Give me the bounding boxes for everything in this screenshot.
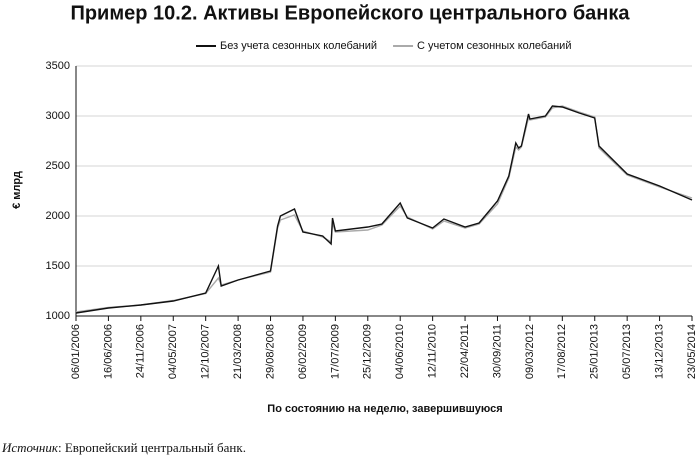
x-tick-label: 13/12/2013 <box>653 324 665 379</box>
x-tick-label: 05/07/2013 <box>621 324 633 379</box>
y-tick-label: 3000 <box>46 110 70 122</box>
y-tick-label: 3500 <box>46 60 70 72</box>
x-tick-label: 25/01/2013 <box>589 324 601 379</box>
source-label: Источник <box>1 440 59 455</box>
y-axis-label: € млрд <box>11 171 23 209</box>
x-tick-label: 16/06/2006 <box>102 324 114 379</box>
source-note: Источник: Европейский центральный банк. <box>1 440 246 455</box>
x-tick-label: 21/03/2008 <box>232 324 244 379</box>
x-tick-label: 17/08/2012 <box>556 324 568 379</box>
x-tick-label: 12/11/2010 <box>427 324 439 378</box>
x-tick-label: 06/01/2006 <box>70 324 82 379</box>
y-tick-label: 2500 <box>46 160 70 172</box>
y-tick-label: 1000 <box>46 310 70 322</box>
x-axis-label: По состоянию на неделю, завершившуюся <box>267 403 502 415</box>
x-tick-label: 29/08/2008 <box>264 324 276 379</box>
x-tick-label: 30/09/2011 <box>491 324 503 378</box>
x-tick-label: 09/03/2012 <box>524 324 536 379</box>
x-tick-label: 06/02/2009 <box>297 324 309 379</box>
data-line <box>75 105 693 313</box>
x-tick-label: 17/07/2009 <box>329 324 341 379</box>
data-line <box>75 105 693 314</box>
x-tick-label: 25/12/2009 <box>362 324 374 379</box>
source-text: : Европейский центральный банк. <box>58 440 246 455</box>
y-tick-label: 1500 <box>46 260 70 272</box>
legend-label: Без учета сезонных колебаний <box>220 40 377 52</box>
x-tick-label: 12/10/2007 <box>200 324 212 379</box>
x-tick-label: 23/05/2014 <box>686 324 698 379</box>
x-tick-label: 24/11/2006 <box>135 324 147 378</box>
x-tick-label: 22/04/2011 <box>459 324 471 378</box>
x-tick-label: 04/06/2010 <box>394 324 406 379</box>
legend-label: С учетом сезонных колебаний <box>417 40 571 52</box>
y-tick-label: 2000 <box>46 210 70 222</box>
x-tick-label: 04/05/2007 <box>167 324 179 379</box>
chart-title: Пример 10.2. Активы Европейского централ… <box>70 2 630 24</box>
